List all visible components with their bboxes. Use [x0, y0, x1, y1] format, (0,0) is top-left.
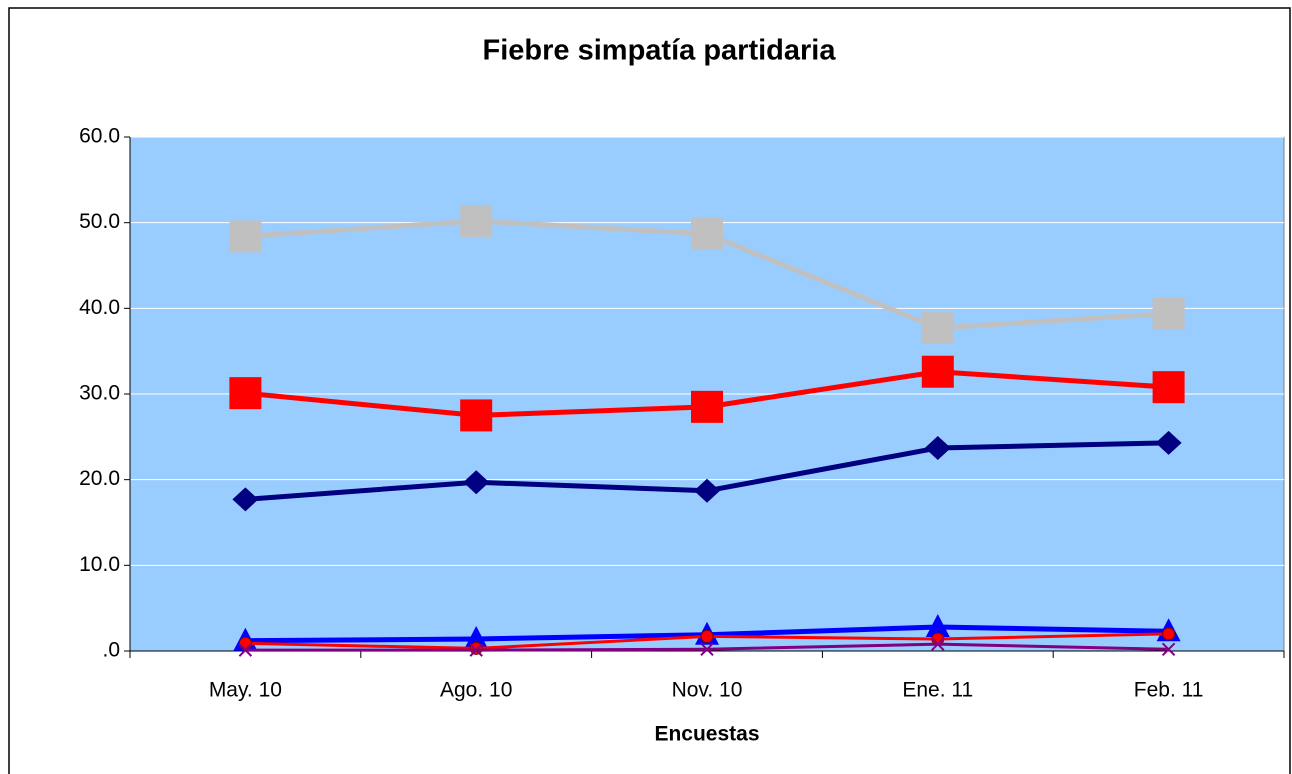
marker — [1152, 371, 1185, 404]
y-tick-label: 20.0 — [79, 467, 120, 490]
y-tick-label: 30.0 — [79, 382, 120, 405]
marker — [232, 487, 259, 512]
marker — [694, 478, 720, 503]
marker — [921, 355, 954, 388]
marker — [691, 217, 723, 250]
marker — [691, 390, 723, 423]
y-tick-label: .0 — [102, 639, 120, 662]
y-tick-label: 60.0 — [79, 125, 120, 148]
x-axis-title: Encuestas — [654, 723, 759, 746]
x-tick-label: Feb. 11 — [1134, 679, 1204, 702]
y-tick-label: 40.0 — [79, 296, 120, 319]
x-tick-label: Nov. 10 — [672, 679, 743, 702]
marker — [1152, 297, 1185, 330]
marker — [1162, 627, 1176, 641]
marker — [460, 399, 493, 432]
marker — [1155, 430, 1182, 455]
marker — [924, 435, 951, 460]
marker — [238, 643, 253, 657]
marker — [469, 641, 483, 655]
marker — [1161, 642, 1176, 656]
marker — [229, 377, 262, 410]
y-tick-label: 10.0 — [79, 553, 120, 576]
marker — [925, 614, 950, 638]
x-tick-label: May. 10 — [209, 679, 282, 702]
marker — [700, 629, 714, 643]
marker — [700, 642, 714, 656]
marker — [463, 470, 490, 495]
x-tick-label: Ago. 10 — [440, 679, 512, 702]
marker — [464, 626, 489, 650]
y-tick-label: 50.0 — [79, 210, 120, 233]
marker — [229, 220, 262, 253]
marker — [469, 643, 483, 657]
x-tick-label: Ene. 11 — [902, 679, 973, 702]
marker — [931, 637, 945, 651]
chart-title: Fiebre simpatía partidaria — [483, 35, 837, 67]
marker — [460, 204, 493, 237]
marker — [921, 312, 954, 345]
marker — [238, 636, 252, 650]
